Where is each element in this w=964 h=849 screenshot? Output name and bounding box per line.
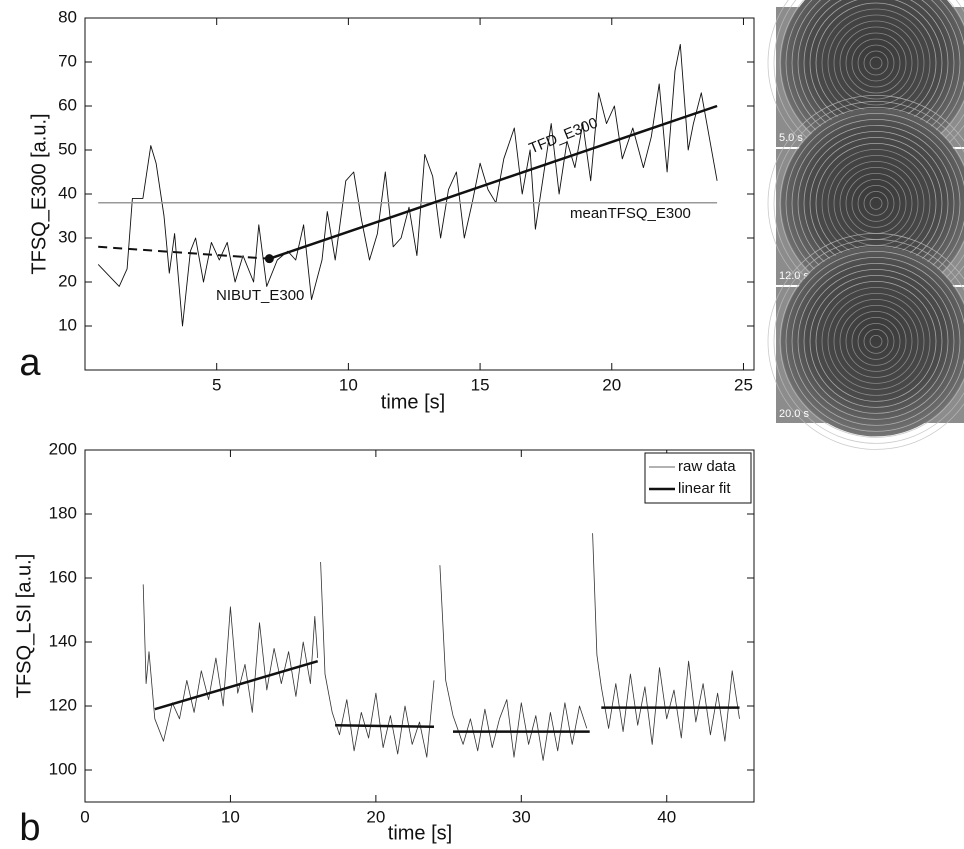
placido-ring <box>851 38 901 88</box>
y-tick-label: 100 <box>49 759 77 778</box>
x-tick-label: 10 <box>339 375 358 394</box>
placido-ring <box>851 316 901 366</box>
placido-ring <box>833 298 919 384</box>
series-line <box>142 533 740 761</box>
plot-frame <box>84 449 755 803</box>
placido-ring <box>869 56 883 70</box>
image-label: 12.0 s <box>779 270 809 282</box>
photo-disc <box>781 108 964 299</box>
y-tick-label: 10 <box>58 315 77 334</box>
y-tick-label: 20 <box>58 271 77 290</box>
placido-ring <box>863 50 889 76</box>
placido-ring <box>803 268 949 414</box>
placido-ring <box>791 256 961 426</box>
series-line <box>97 43 718 327</box>
series-line <box>98 245 270 260</box>
image-label: 20.0 s <box>779 408 809 420</box>
x-tick-label: 40 <box>657 807 676 826</box>
annotation: TFD_E300 <box>527 114 601 157</box>
placido-ring <box>773 239 964 444</box>
x-tick-label: 30 <box>512 807 531 826</box>
point <box>264 254 274 264</box>
legend-label: linear fit <box>678 480 731 497</box>
x-tick-label: 15 <box>471 375 490 394</box>
series-line <box>154 660 740 733</box>
placido-ring <box>821 286 931 396</box>
y-tick-label: 80 <box>58 7 77 26</box>
y-tick-label: 30 <box>58 227 77 246</box>
plot-frame <box>84 17 755 371</box>
placido-ring <box>857 322 895 360</box>
x-axis-label: time [s] <box>381 391 445 413</box>
annotation: meanTFSQ_E300 <box>570 205 691 222</box>
placido-ring <box>863 190 889 216</box>
placido-ring <box>869 334 883 348</box>
x-tick-label: 20 <box>602 375 621 394</box>
y-tick-label: 200 <box>49 439 77 458</box>
y-tick-label: 140 <box>49 631 77 650</box>
x-axis-label: time [s] <box>388 822 452 844</box>
y-axis-label: TFSQ_E300 [a.u.] <box>28 113 50 274</box>
placido-ring <box>827 292 925 390</box>
placido-ring <box>863 328 889 354</box>
image-label: 5.0 s <box>779 132 803 144</box>
placido-ring <box>767 233 964 450</box>
panel-label: a <box>19 342 41 384</box>
legend-label: raw data <box>678 458 736 475</box>
annotation: NIBUT_E300 <box>216 287 304 304</box>
placido-ring <box>857 184 895 222</box>
placido-ring <box>797 262 955 420</box>
y-tick-label: 60 <box>58 95 77 114</box>
y-tick-label: 70 <box>58 51 77 70</box>
placido-ring <box>833 20 919 106</box>
photo-disc <box>781 246 964 437</box>
placido-ring <box>857 44 895 82</box>
x-tick-label: 25 <box>734 375 753 394</box>
x-tick-label: 10 <box>221 807 240 826</box>
x-tick-label: 5 <box>212 375 221 394</box>
y-axis-label: TFSQ_LSI [a.u.] <box>13 554 35 699</box>
placido-ring <box>815 280 937 402</box>
placido-ring <box>779 245 964 438</box>
x-tick-label: 20 <box>366 807 385 826</box>
y-tick-label: 40 <box>58 183 77 202</box>
y-tick-label: 120 <box>49 695 77 714</box>
placido-ring <box>785 251 964 432</box>
placido-ring <box>851 178 901 228</box>
legend-box <box>644 452 752 504</box>
placido-ring <box>839 304 913 378</box>
series-line <box>268 104 718 260</box>
y-tick-label: 160 <box>49 567 77 586</box>
x-tick-label: 0 <box>80 807 89 826</box>
y-tick-label: 180 <box>49 503 77 522</box>
image-strip: 5.0 s 12.0 s 20.0 s <box>767 0 964 450</box>
placido-ring <box>839 26 913 100</box>
placido-ring <box>869 196 883 210</box>
placido-ring <box>845 310 907 372</box>
placido-ring <box>845 32 907 94</box>
panel-label: b <box>19 807 40 849</box>
placido-ring <box>809 274 943 408</box>
y-tick-label: 50 <box>58 139 77 158</box>
